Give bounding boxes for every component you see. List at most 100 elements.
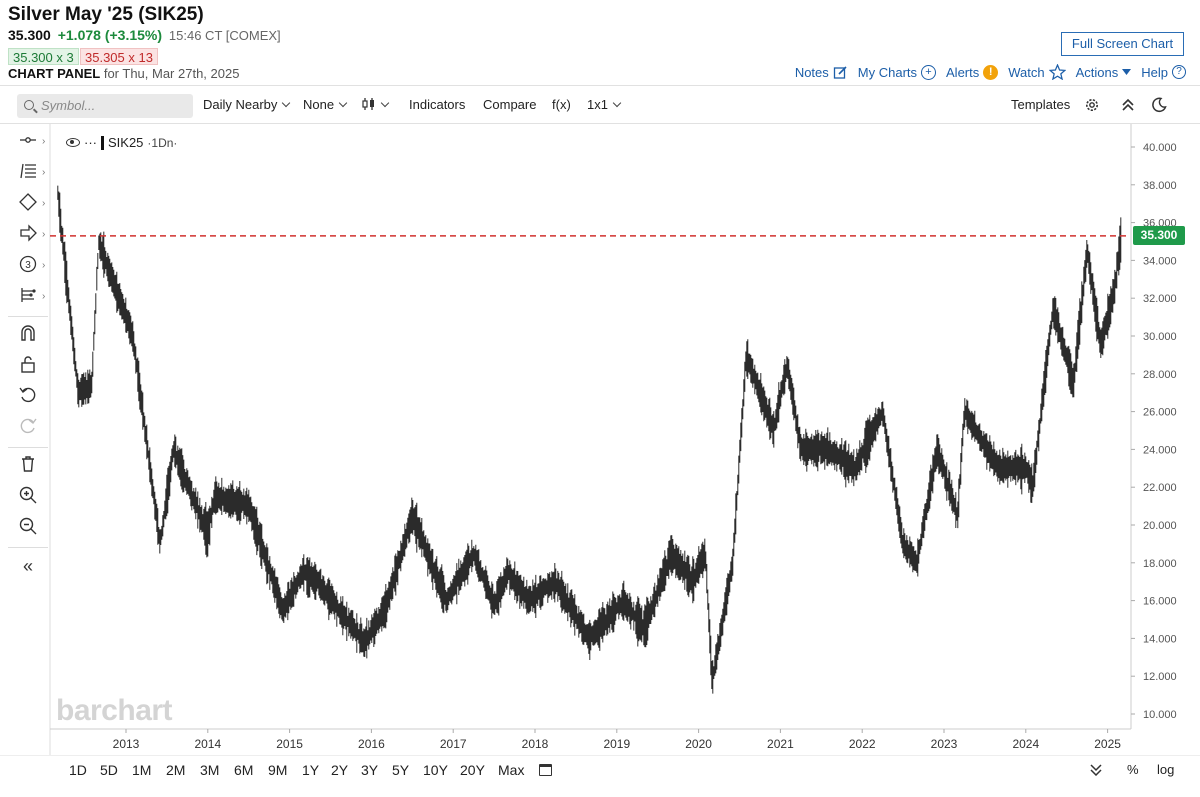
overlay-dropdown[interactable]: None — [303, 97, 348, 112]
y-tick-label: 12.000 — [1143, 671, 1177, 683]
x-tick-label: 2013 — [113, 737, 140, 751]
panel-date: for Thu, Mar 27th, 2025 — [103, 66, 240, 81]
period-dropdown[interactable]: Daily Nearby — [203, 97, 291, 112]
y-tick-label: 18.000 — [1143, 558, 1177, 570]
search-icon — [24, 100, 34, 110]
rail-divider — [8, 316, 48, 317]
x-tick-label: 2018 — [522, 737, 549, 751]
my-charts-link[interactable]: My Charts + — [857, 64, 937, 80]
arrow-tool-button[interactable]: › — [16, 223, 45, 247]
x-tick-label: 2014 — [194, 737, 221, 751]
price-chart[interactable]: 10.000 12.000 14.000 16.000 18.000 20.000 22.0… — [0, 124, 1200, 755]
counter-tool-button[interactable]: 3 › — [16, 254, 45, 278]
range-button-6m[interactable]: 6M — [234, 762, 254, 778]
range-button-5d[interactable]: 5D — [100, 762, 118, 778]
top-links: Notes My Charts + Alerts ! Watch Actions… — [795, 64, 1186, 80]
y-tick-label: 38.000 — [1143, 180, 1177, 192]
range-button-2m[interactable]: 2M — [166, 762, 186, 778]
notes-link[interactable]: Notes — [795, 65, 848, 80]
range-button-1y[interactable]: 1Y — [302, 762, 320, 778]
eye-icon[interactable] — [66, 138, 80, 147]
compare-button[interactable]: Compare — [483, 97, 537, 112]
series-color-swatch — [101, 135, 104, 150]
legend-menu-dots[interactable]: ··· — [84, 135, 97, 150]
toolbar-divider — [0, 123, 1200, 124]
calendar-icon[interactable] — [539, 764, 552, 776]
y-tick-label: 32.000 — [1143, 293, 1177, 305]
range-button-3m[interactable]: 3M — [200, 762, 220, 778]
redo-icon — [20, 418, 37, 434]
x-tick-label: 2017 — [440, 737, 467, 751]
chart-panel-label: CHART PANEL — [8, 66, 101, 81]
svg-text:3: 3 — [25, 260, 31, 271]
templates-button[interactable]: Templates — [1011, 97, 1071, 112]
y-tick-label: 34.000 — [1143, 255, 1177, 267]
my-charts-label: My Charts — [857, 64, 918, 80]
star-icon — [1048, 64, 1066, 80]
double-chevron-left-icon: « — [22, 556, 33, 576]
price-series — [57, 185, 1122, 694]
percent-scale-button[interactable]: % — [1127, 762, 1139, 777]
y-tick-label: 40.000 — [1143, 142, 1177, 154]
pattern-tool-button[interactable]: › — [16, 285, 45, 309]
actions-menu[interactable]: Actions — [1076, 65, 1132, 80]
redo-button[interactable] — [16, 416, 40, 440]
range-button-10y[interactable]: 10Y — [423, 762, 448, 778]
line-tool-icon — [20, 137, 36, 143]
alerts-link[interactable]: Alerts ! — [946, 64, 999, 80]
function-button[interactable]: f(x) — [552, 97, 571, 112]
range-button-max[interactable]: Max — [498, 762, 525, 778]
zoom-in-button[interactable] — [16, 485, 40, 509]
chart-type-dropdown[interactable] — [362, 97, 390, 112]
collapse-rail-button[interactable]: « — [16, 554, 40, 578]
zoom-out-button[interactable] — [16, 516, 40, 540]
chart-panel-date: CHART PANEL for Thu, Mar 27th, 2025 — [8, 66, 239, 81]
range-button-1d[interactable]: 1D — [69, 762, 87, 778]
symbol-search-input[interactable]: Symbol... — [17, 94, 193, 118]
fib-tool-icon — [20, 163, 36, 179]
watch-label: Watch — [1008, 64, 1045, 80]
y-tick-label: 10.000 — [1143, 709, 1177, 721]
indicators-button[interactable]: Indicators — [409, 97, 466, 112]
delete-button[interactable] — [16, 454, 40, 478]
shape-tool-button[interactable]: › — [16, 192, 45, 216]
rail-divider — [8, 447, 48, 448]
zoom-out-icon — [19, 517, 37, 535]
moon-icon[interactable] — [1151, 97, 1167, 113]
undo-icon — [19, 387, 36, 403]
magnet-icon — [21, 325, 35, 341]
x-tick-label: 2016 — [358, 737, 385, 751]
chart-legend: ··· SIK25 ·1Dn· — [66, 135, 177, 150]
help-link[interactable]: Help ? — [1141, 65, 1186, 80]
line-tool-button[interactable]: › — [16, 130, 45, 154]
range-button-2y[interactable]: 2Y — [331, 762, 349, 778]
layout-dropdown[interactable]: 1x1 — [587, 97, 622, 112]
help-icon: ? — [1172, 65, 1186, 79]
y-tick-label: 20.000 — [1143, 520, 1177, 532]
price-change: +1.078 (+3.15%) — [57, 27, 163, 43]
rail-divider — [8, 547, 48, 548]
y-tick-label: 28.000 — [1143, 369, 1177, 381]
chevron-down-icon — [612, 98, 622, 108]
range-button-1m[interactable]: 1M — [132, 762, 152, 778]
gear-icon[interactable] — [1084, 97, 1100, 113]
shape-tool-icon — [19, 193, 37, 211]
range-button-9m[interactable]: 9M — [268, 762, 288, 778]
range-button-3y[interactable]: 3Y — [361, 762, 379, 778]
magnet-button[interactable] — [16, 323, 40, 347]
range-button-20y[interactable]: 20Y — [460, 762, 485, 778]
quote-time: 15:46 CT [COMEX] — [168, 28, 281, 43]
arrow-right-icon — [20, 224, 37, 242]
undo-button[interactable] — [16, 385, 40, 409]
full-screen-chart-button[interactable]: Full Screen Chart — [1061, 32, 1184, 56]
chart-toolbar: Symbol... Daily Nearby None Indicators C… — [0, 92, 1200, 120]
unlock-icon — [21, 356, 35, 373]
watch-link[interactable]: Watch — [1008, 64, 1066, 80]
double-chevron-down-icon[interactable] — [1090, 764, 1102, 776]
log-scale-button[interactable]: log — [1157, 762, 1175, 777]
lock-button[interactable] — [16, 354, 40, 378]
fib-tool-button[interactable]: › — [16, 161, 45, 185]
ask-badge: 35.305 x 13 — [80, 48, 158, 65]
collapse-up-icon[interactable] — [1121, 98, 1135, 112]
range-button-5y[interactable]: 5Y — [392, 762, 410, 778]
